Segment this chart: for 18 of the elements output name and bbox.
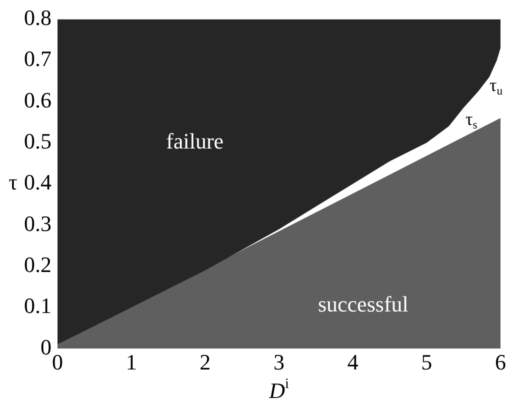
annotation: failure bbox=[166, 128, 224, 154]
x-tick-label: 4 bbox=[347, 350, 358, 375]
x-tick-label: 5 bbox=[421, 350, 432, 375]
y-tick-label: 0.3 bbox=[24, 210, 52, 236]
x-tick-label: 1 bbox=[126, 350, 137, 375]
y-tick-label: 0.4 bbox=[24, 170, 52, 195]
x-tick-label: 2 bbox=[200, 350, 211, 375]
y-tick-label: 0.8 bbox=[24, 4, 52, 30]
annotation: successful bbox=[318, 292, 408, 317]
y-tick-label: 0.1 bbox=[24, 293, 52, 318]
y-tick-label: 0.5 bbox=[24, 128, 52, 154]
y-axis-title: τ bbox=[8, 170, 18, 195]
x-tick-label: 6 bbox=[495, 350, 506, 375]
y-tick-label: 0.2 bbox=[24, 252, 52, 278]
y-tick-label: 0.6 bbox=[24, 87, 52, 112]
x-tick-label: 3 bbox=[274, 350, 284, 375]
y-tick-label: 0.7 bbox=[24, 46, 52, 72]
y-tick-label: 0 bbox=[40, 334, 52, 360]
